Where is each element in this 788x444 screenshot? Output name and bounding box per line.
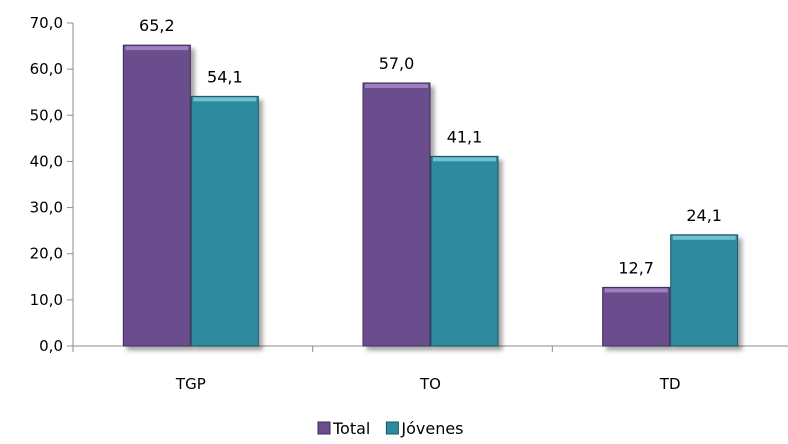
bar-body	[362, 82, 431, 347]
legend: Total Jóvenes	[317, 419, 464, 438]
y-tick-label: 10,0	[30, 291, 63, 309]
bar-body	[670, 234, 739, 347]
y-tick-label: 60,0	[30, 60, 63, 78]
x-tick-label: TD	[659, 375, 681, 393]
bars	[122, 44, 739, 347]
data-labels: 65,2 54,1 57,0 41,1 12,7 24,1	[139, 16, 722, 277]
bar-td-1	[670, 234, 739, 347]
y-tick-label: 20,0	[30, 245, 63, 263]
data-label: 65,2	[139, 16, 175, 35]
data-label: 54,1	[207, 67, 243, 86]
bar-body	[602, 286, 671, 347]
data-label: 24,1	[686, 206, 722, 225]
bar-bevel	[193, 97, 257, 102]
data-label: 12,7	[618, 258, 654, 277]
y-tick-label: 0,0	[39, 337, 63, 355]
legend-swatch	[385, 421, 399, 435]
bar-to-1	[430, 155, 499, 347]
data-label: 41,1	[447, 127, 483, 146]
x-axis: TGP TO TD	[72, 345, 788, 393]
legend-item-0: Total	[317, 419, 370, 438]
bar-bevel	[604, 288, 668, 293]
bar-bevel	[672, 235, 736, 240]
legend-swatch	[317, 421, 331, 435]
bar-to-0	[362, 82, 431, 347]
bar-bevel	[125, 46, 189, 51]
y-tick-label: 30,0	[30, 199, 63, 217]
x-tick-label: TGP	[175, 375, 206, 393]
x-tick-label: TO	[419, 375, 441, 393]
y-tick-label: 70,0	[30, 14, 63, 32]
y-tick-label: 50,0	[30, 106, 63, 124]
data-label: 57,0	[379, 54, 415, 73]
legend-label: Jóvenes	[400, 419, 463, 438]
bar-body	[430, 155, 499, 347]
bar-bevel	[433, 157, 496, 162]
bar-body	[190, 95, 259, 347]
bar-td-0	[602, 286, 671, 347]
bar-bevel	[365, 83, 428, 88]
y-axis: 0,0 10,0 20,0 30,0 40,0 50,0 60,0 70,0	[30, 14, 74, 355]
bar-body	[122, 44, 191, 347]
legend-item-1: Jóvenes	[385, 419, 464, 438]
y-tick-label: 40,0	[30, 152, 63, 170]
bar-tgp-1	[190, 95, 259, 347]
legend-label: Total	[332, 419, 370, 438]
bar-tgp-0	[122, 44, 191, 347]
